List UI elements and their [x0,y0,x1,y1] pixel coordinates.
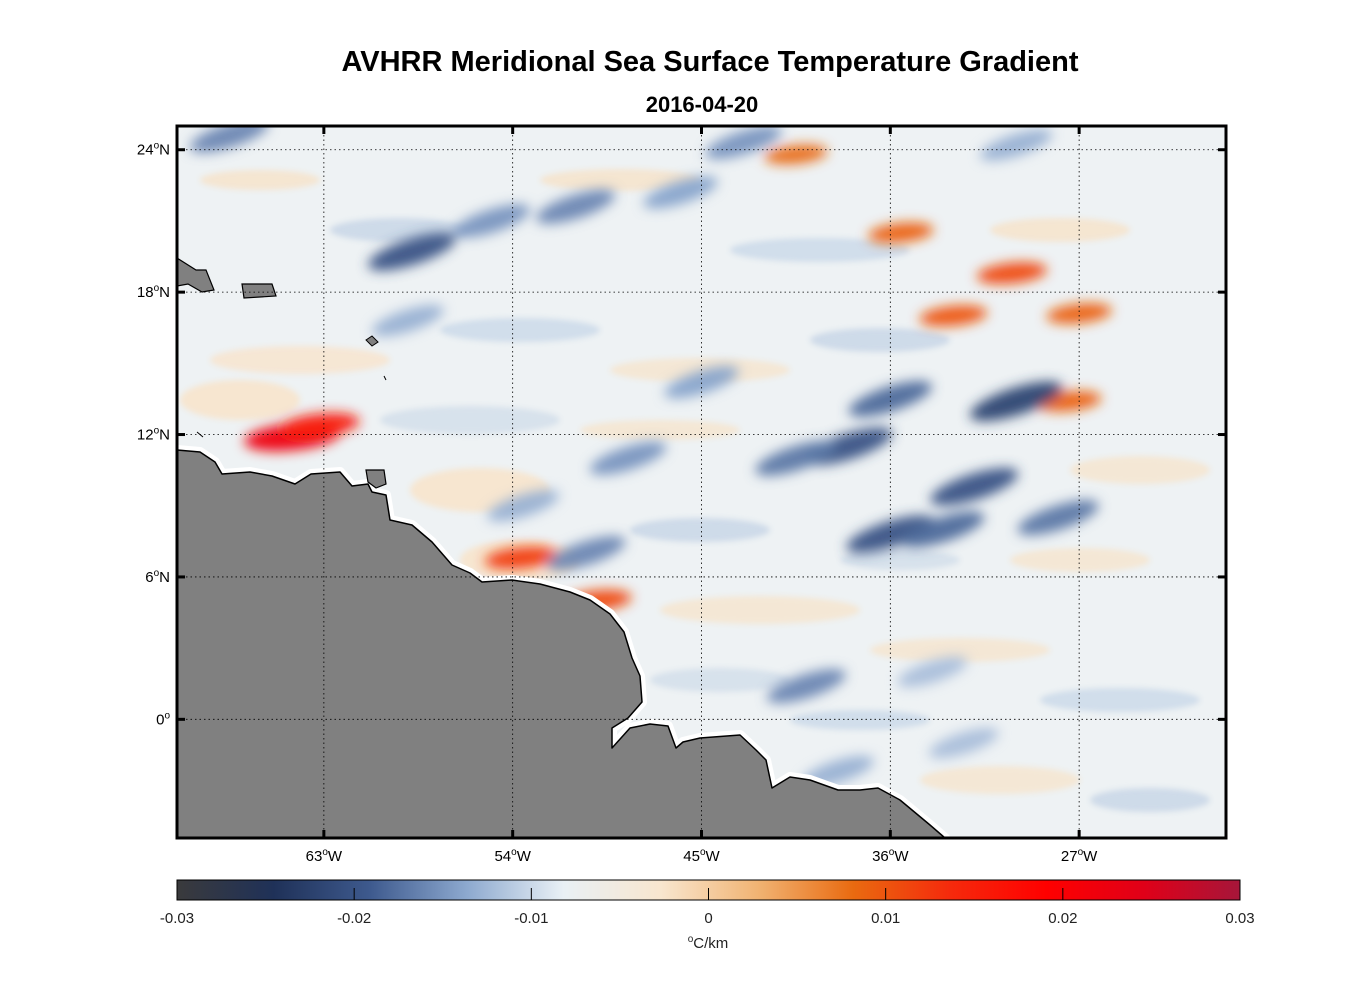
lat-tick-label: 12oN [137,426,170,444]
south-america [177,449,946,838]
lat-tick-label: 0o [156,710,170,728]
colorbar-tick-label: -0.01 [514,910,548,927]
colorbar-tick-label: 0.03 [1225,910,1254,927]
gradient-feature [484,546,558,570]
gradient-feature [589,441,667,475]
gradient-feature [980,129,1053,161]
gradient-feature [643,176,718,209]
gradient-feature [868,222,934,244]
lat-tick-label: 6oN [145,568,170,586]
lon-tick-label: 36oW [872,847,909,865]
colorbar: -0.03 -0.02 -0.01 0 0.01 0.02 0.03 oC/km [160,879,1255,952]
gradient-feature [976,262,1048,285]
gridlines [177,126,1226,838]
gradient-feature [1017,500,1099,536]
trinidad-island [365,469,387,489]
gradient-feature [279,412,360,438]
hispaniola-island [177,257,215,293]
colorbar-tick-label: -0.03 [160,910,194,927]
gradient-feature [897,656,968,687]
gradient-feature [664,366,739,399]
barbados-island [383,375,387,381]
colorbar-tick-label: -0.02 [337,910,371,927]
gradient-feature [846,515,935,554]
gradient-feature [848,381,932,417]
chart-subtitle: 2016-04-20 [645,92,759,117]
lon-tick-label: 63oW [306,847,343,865]
lon-tick-label: 54oW [494,847,531,865]
degree-sign: o [688,934,694,945]
gradient-feature [930,467,1019,506]
lon-tick-label: 27oW [1061,847,1098,865]
lat-tick-label: 24oN [137,141,170,159]
gradient-feature [546,536,626,571]
chart-title: AVHRR Meridional Sea Surface Temperature… [341,46,1079,78]
gradient-feature [453,204,530,238]
land [177,257,950,838]
gradient-feature [928,727,999,759]
gradient-feature [767,669,846,704]
guadeloupe-island [365,335,379,347]
colorbar-ticks: -0.03 -0.02 -0.01 0 0.01 0.02 0.03 [160,888,1255,927]
gradient-feature [487,490,560,522]
gradient-feature [969,381,1063,422]
colorbar-tick-label: 0.01 [871,910,900,927]
gradient-feature [919,305,988,327]
gradient-feature [371,305,444,337]
unit-text: C/km [693,935,728,952]
colorbar-unit-label: oC/km [688,934,729,952]
gradient-feature [705,126,782,160]
lon-tick-label: 45oW [683,847,720,865]
gradient-feature [368,232,456,271]
puerto-rico-island [241,283,277,299]
colorbar-tick-label: 0.02 [1048,910,1077,927]
gradient-feature [536,189,615,224]
gradient-feature [755,440,837,476]
gradient-feature [901,511,985,548]
gradient-features [190,126,1112,788]
colorbar-tick-label: 0 [704,910,712,927]
gradient-feature [1046,303,1112,324]
axis-ticks: 24oN 18oN 12oN 6oN 0o 63oW 54oW 45oW 36oW 27oW [137,126,1226,865]
lat-tick-label: 18oN [137,283,170,301]
